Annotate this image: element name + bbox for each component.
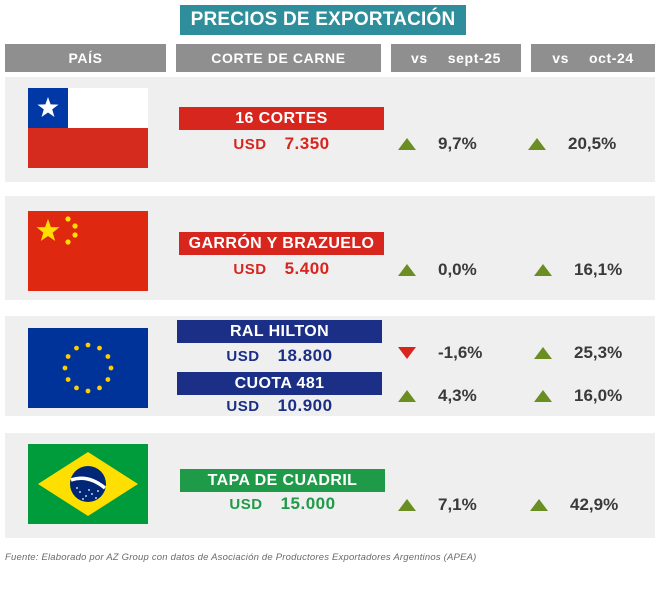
up-arrow-icon [398,138,416,150]
change-value: -1,6% [438,343,483,362]
header-period2: oct-24 [588,50,634,66]
header-cut: CORTE DE CARNE [176,44,381,72]
price-cuota-481: USD 10.900 [177,396,382,418]
eu-flag [28,328,148,408]
currency-label: USD [226,398,260,415]
header-period1: sept-25 [447,50,501,66]
change-vs-period1: 4,3% [398,386,477,406]
change-value: 0,0% [438,260,477,279]
header-vs-label-1: vs [410,50,428,66]
price-tapa-de-cuadril: USD 15.000 [180,494,385,518]
change-vs-period2: 25,3% [534,343,622,363]
change-value: 20,5% [568,134,617,153]
brazil-flag [28,444,148,524]
change-vs-period1: 7,1% [398,495,477,515]
price-value: 7.350 [284,134,330,153]
cut-label-16-cortes: 16 CORTES [179,107,384,130]
cut-label-cuota-481: CUOTA 481 [177,372,382,395]
price-value: 10.900 [277,396,333,415]
header-vs-period1: vs sept-25 [391,44,521,72]
change-value: 25,3% [574,343,623,362]
header-country: PAÍS [5,44,166,72]
up-arrow-icon [534,347,552,359]
cut-label-garron-brazuelo: GARRÓN Y BRAZUELO [179,232,384,255]
price-garron-brazuelo: USD 5.400 [179,259,384,283]
cut-label-ral-hilton: RAL HILTON [177,320,382,343]
china-flag [28,211,148,291]
up-arrow-icon [528,138,546,150]
change-value: 9,7% [438,134,477,153]
up-arrow-icon [398,390,416,402]
change-vs-period2: 16,1% [534,260,622,280]
change-vs-period1: -1,6% [398,343,482,363]
price-value: 15.000 [280,494,336,513]
change-value: 16,0% [574,386,623,405]
page-title: PRECIOS DE EXPORTACIÓN [180,5,466,35]
change-value: 16,1% [574,260,623,279]
cut-label-tapa-de-cuadril: TAPA DE CUADRIL [180,469,385,492]
header-vs-period2: vs oct-24 [531,44,655,72]
change-vs-period1: 0,0% [398,260,477,280]
currency-label: USD [233,136,267,153]
up-arrow-icon [398,499,416,511]
change-vs-period2: 42,9% [530,495,618,515]
change-vs-period1: 9,7% [398,134,477,154]
source-footnote: Fuente: Elaborado por AZ Group con datos… [5,552,477,563]
header-vs-label-2: vs [552,50,569,66]
currency-label: USD [229,496,263,513]
price-value: 5.400 [284,259,330,278]
price-value: 18.800 [277,346,333,365]
up-arrow-icon [534,264,552,276]
change-value: 7,1% [438,495,477,514]
price-ral-hilton: USD 18.800 [177,346,382,368]
chile-flag [28,88,148,168]
change-value: 4,3% [438,386,477,405]
change-value: 42,9% [570,495,619,514]
change-vs-period2: 16,0% [534,386,622,406]
down-arrow-icon [398,347,416,359]
up-arrow-icon [398,264,416,276]
change-vs-period2: 20,5% [528,134,616,154]
up-arrow-icon [534,390,552,402]
currency-label: USD [226,348,260,365]
up-arrow-icon [530,499,548,511]
currency-label: USD [233,261,267,278]
price-16-cortes: USD 7.350 [179,134,384,158]
